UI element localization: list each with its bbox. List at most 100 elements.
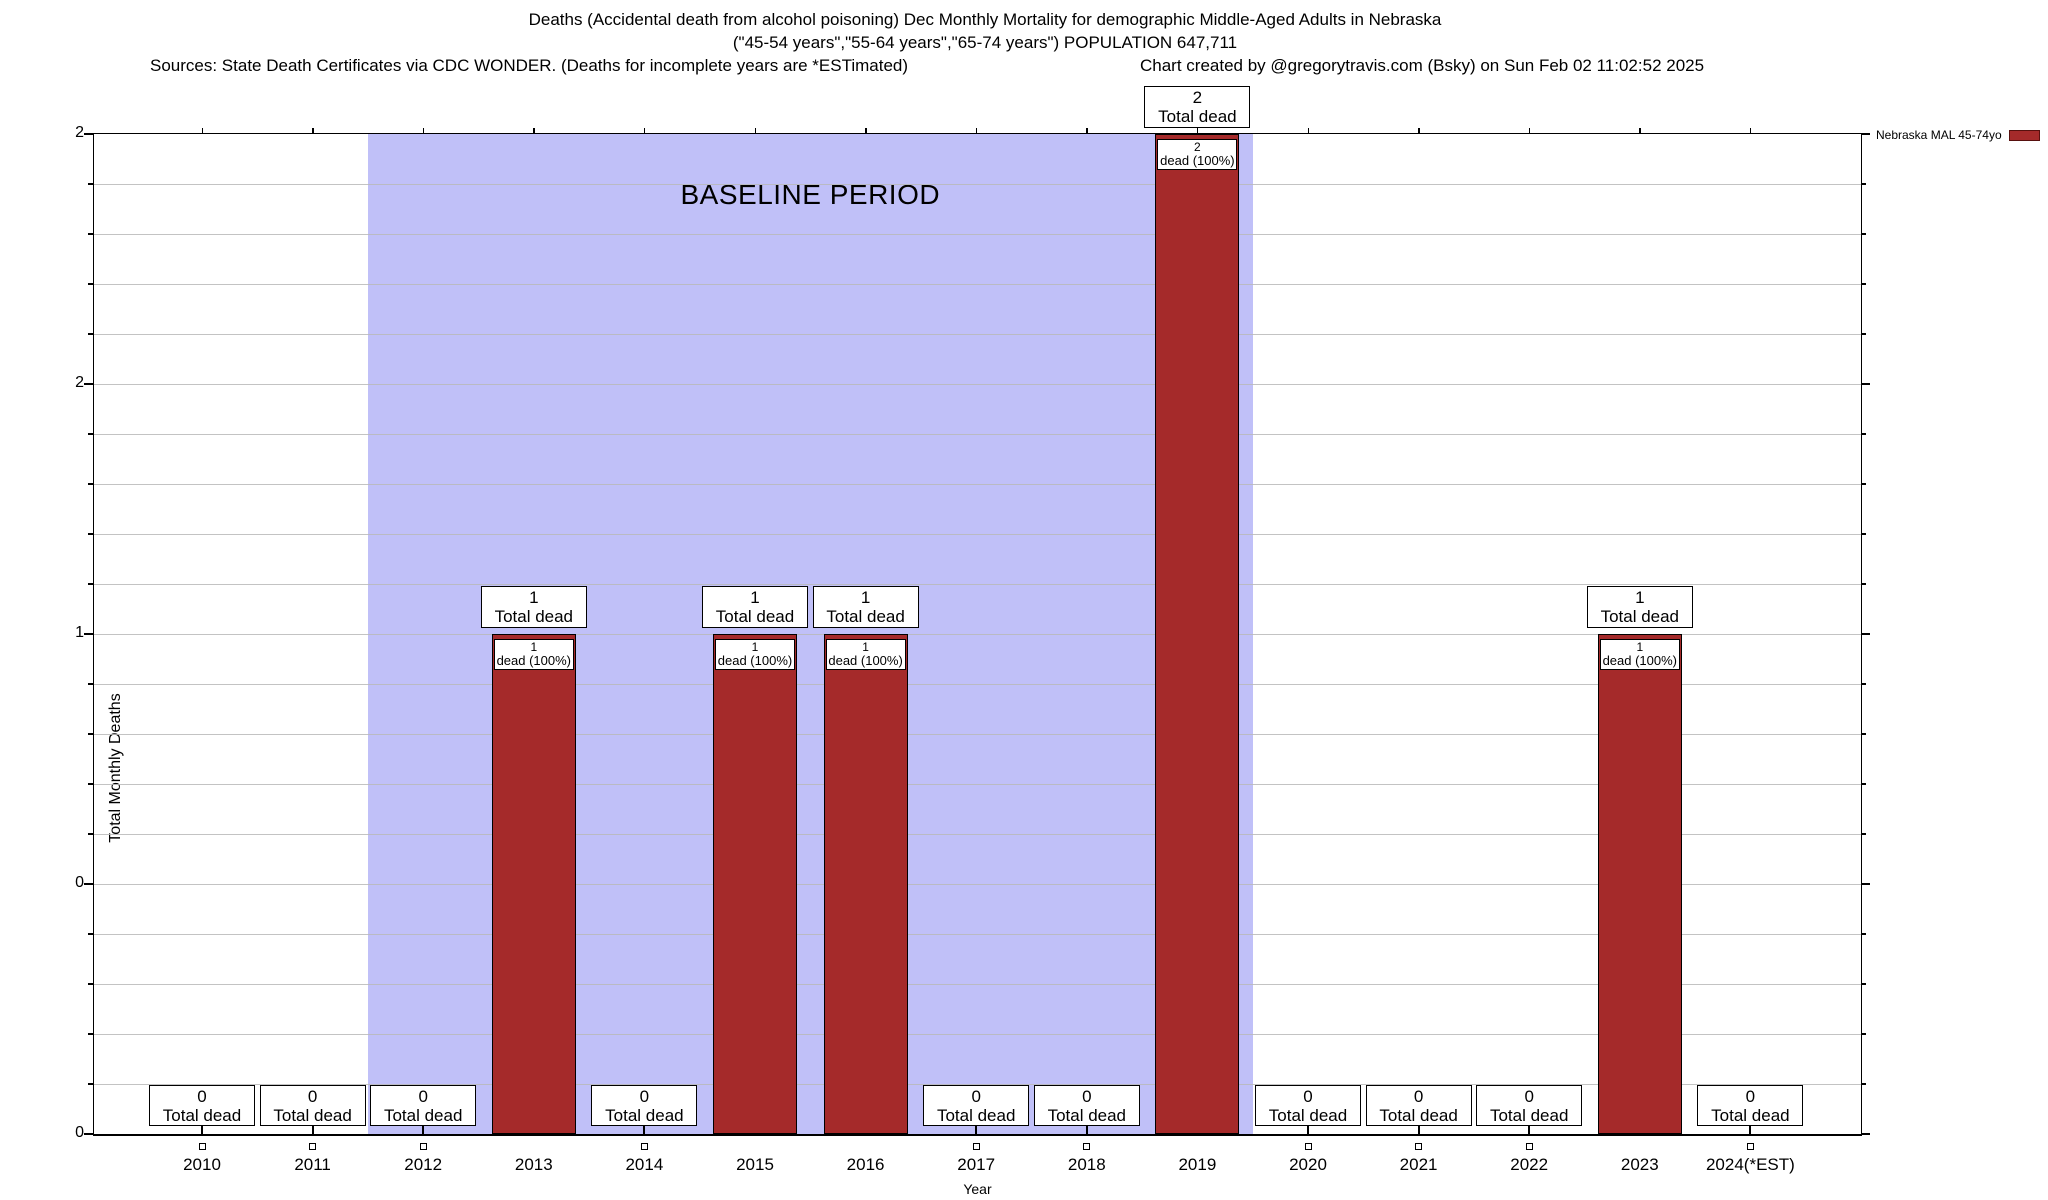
total-dead-value: 0 <box>1082 1087 1092 1106</box>
inner-value: 1 <box>862 640 869 654</box>
gridline <box>94 984 1861 985</box>
gridline <box>94 834 1861 835</box>
x-tick-label: 2015 <box>736 1155 774 1174</box>
gridline <box>94 884 1861 885</box>
x-tick-label: 2013 <box>514 1155 553 1174</box>
x-tick-mark <box>643 128 646 133</box>
y-tick-mark <box>1861 433 1866 435</box>
bar <box>1597 634 1682 1134</box>
total-dead-box: 1 Total dead <box>812 586 919 628</box>
y-tick-mark <box>1861 483 1866 485</box>
gridline <box>94 1034 1861 1035</box>
x-axis-title: Year <box>963 1181 992 1197</box>
zero-marker <box>309 1143 317 1150</box>
x-tick-label: 2017 <box>957 1155 996 1174</box>
total-dead-value: 0 <box>1524 1087 1534 1106</box>
total-dead-suffix: Total dead <box>1268 1106 1348 1125</box>
total-dead-box: 0 Total dead <box>1476 1085 1583 1126</box>
x-tick-mark <box>422 128 425 133</box>
total-dead-value: 2 <box>1192 88 1203 107</box>
total-dead-value: 0 <box>1745 1087 1756 1106</box>
total-dead-suffix: Total dead <box>826 607 905 626</box>
inner-value: 1 <box>1636 640 1644 654</box>
total-dead-box: 0 Total dead <box>370 1085 477 1126</box>
total-dead-box: 0 Total dead <box>1697 1085 1804 1126</box>
total-dead-suffix: Total dead <box>1379 1106 1458 1125</box>
zero-box-stem <box>643 1126 646 1134</box>
x-tick-mark <box>533 128 535 133</box>
bar <box>1155 134 1240 1134</box>
x-tick-mark <box>754 128 756 133</box>
y-tick-mark <box>88 983 93 985</box>
y-tick-mark <box>88 1083 93 1085</box>
total-dead-suffix: Total dead <box>936 1106 1016 1125</box>
y-tick-mark <box>88 683 93 685</box>
gridline <box>94 1084 1861 1085</box>
zero-marker <box>1415 1143 1423 1150</box>
y-axis-title: Total Monthly Deaths <box>107 693 124 843</box>
y-tick-mark <box>1861 1083 1866 1085</box>
y-tick-mark <box>1861 1033 1866 1035</box>
total-dead-box: 0 Total dead <box>1255 1085 1361 1126</box>
y-tick-mark <box>88 283 93 285</box>
y-tick-mark <box>88 483 93 485</box>
plot-area: BASELINE PERIOD Total Monthly Deaths Yea… <box>84 86 1870 1197</box>
total-dead-suffix: Total dead <box>1600 607 1680 626</box>
y-tick-mark <box>1861 283 1866 285</box>
total-dead-value: 0 <box>639 1087 650 1106</box>
zero-box-stem <box>1417 1126 1420 1134</box>
gridline <box>94 184 1861 185</box>
x-tick-label: 2011 <box>294 1155 331 1174</box>
zero-box-stem <box>1528 1126 1531 1134</box>
y-tick-mark <box>1861 183 1866 185</box>
total-dead-suffix: Total dead <box>162 1106 242 1125</box>
bar <box>713 634 797 1134</box>
total-dead-suffix: Total dead <box>1711 1106 1790 1125</box>
y-tick-mark <box>84 383 93 385</box>
total-dead-box: 2 Total dead <box>1144 86 1251 128</box>
y-tick-label: 2 <box>75 374 84 391</box>
inner-value: 1 <box>530 640 538 654</box>
total-dead-value: 1 <box>529 588 539 607</box>
x-tick-label: 2020 <box>1289 1155 1327 1174</box>
y-tick-mark <box>84 133 93 135</box>
y-tick-mark <box>1861 583 1866 585</box>
inner-suffix: dead (100%) <box>1602 653 1678 668</box>
gridline <box>94 784 1861 785</box>
zero-marker <box>1525 1143 1533 1150</box>
y-tick-mark <box>88 583 93 585</box>
y-tick-mark <box>1861 533 1866 535</box>
y-tick-mark <box>1861 633 1870 635</box>
y-tick-mark <box>84 1133 93 1135</box>
total-dead-suffix: Total dead <box>1047 1106 1127 1125</box>
y-tick-label: 2 <box>75 124 84 141</box>
sources-note: Sources: State Death Certificates via CD… <box>150 56 909 75</box>
y-tick-mark <box>84 883 93 885</box>
chart-title: Deaths (Accidental death from alcohol po… <box>528 10 1442 29</box>
y-tick-mark <box>1861 983 1866 985</box>
y-tick-mark <box>1861 383 1870 385</box>
total-dead-box: 0 Total dead <box>923 1085 1030 1126</box>
x-tick-label: 2012 <box>404 1155 443 1174</box>
total-dead-suffix: Total dead <box>605 1106 684 1125</box>
total-dead-value: 0 <box>307 1087 318 1106</box>
inner-suffix: dead (100%) <box>717 653 793 668</box>
x-tick-mark <box>1749 128 1752 133</box>
gridline <box>94 684 1861 685</box>
y-tick-mark <box>88 533 93 535</box>
x-tick-label: 2018 <box>1067 1155 1106 1174</box>
zero-marker <box>1746 1143 1754 1150</box>
y-tick-mark <box>1861 733 1866 735</box>
total-dead-value: 0 <box>971 1087 981 1106</box>
total-dead-value: 0 <box>197 1087 207 1106</box>
total-dead-box: 1 Total dead <box>702 586 808 628</box>
total-dead-box: 0 Total dead <box>259 1085 366 1126</box>
x-tick-mark <box>1196 128 1199 133</box>
y-tick-mark <box>1861 1133 1870 1135</box>
total-dead-box: 0 Total dead <box>1033 1085 1140 1126</box>
y-tick-mark <box>88 1033 93 1035</box>
y-tick-mark <box>1861 883 1870 885</box>
x-tick-mark <box>865 128 867 133</box>
bar-inner-label: 2 dead (100%) <box>1157 139 1238 170</box>
x-tick-mark <box>1639 128 1641 133</box>
